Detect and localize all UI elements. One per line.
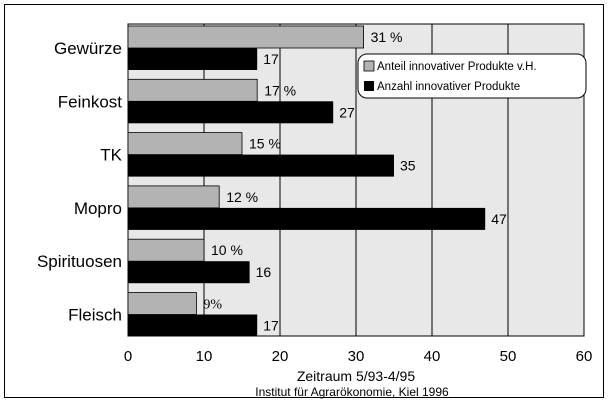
bar-count (128, 207, 486, 230)
x-tick-label: 50 (500, 348, 517, 365)
data-label-share: 9% (203, 298, 222, 313)
legend-swatch-share (363, 60, 375, 72)
bar-count (128, 101, 334, 124)
bar-count (128, 314, 258, 337)
data-label-share: 12 % (226, 189, 258, 205)
source-note: Institut für Agrarökonomie, Kiel 1996 (255, 385, 449, 399)
legend-box (357, 53, 587, 99)
data-label-count: 47 (491, 211, 507, 227)
bar-share (127, 185, 220, 209)
data-label-count: 17 (263, 51, 279, 67)
category-label: Spirituosen (37, 252, 122, 271)
x-tick-label: 20 (272, 348, 289, 365)
data-label-share: 17 % (264, 82, 296, 98)
bar-share (127, 292, 197, 315)
bar-count (128, 261, 250, 284)
bar-count (128, 48, 258, 70)
category-labels: Gewürze Feinkost TK Mopro Spirituosen Fleisch (37, 39, 123, 325)
legend-swatch-count (364, 81, 374, 91)
data-label-count: 17 (263, 318, 279, 334)
x-axis-label: Zeitraum 5/93-4/95 (297, 368, 415, 384)
data-label-count: 27 (339, 104, 355, 120)
bar-share (127, 25, 365, 49)
data-label-count: 16 (256, 264, 272, 280)
x-tick-label: 0 (124, 348, 132, 365)
data-label-share: 15 % (249, 136, 281, 152)
bar-count (128, 154, 394, 177)
category-label: Mopro (74, 199, 122, 218)
x-tick-label: 40 (424, 348, 441, 365)
category-label: Gewürze (54, 39, 122, 58)
chart-frame (4, 4, 604, 398)
bar-share (127, 132, 243, 156)
x-tick-label: 30 (348, 348, 365, 365)
category-label: TK (100, 146, 122, 165)
category-label: Feinkost (58, 92, 123, 111)
bar-share (127, 238, 205, 262)
legend: Anteil innovativer Produkte v.H. Anzahl … (357, 53, 587, 99)
bar-share (127, 78, 258, 102)
legend-label-share: Anteil innovativer Produkte v.H. (377, 61, 537, 73)
x-tick-label: 10 (196, 348, 213, 365)
legend-label-count: Anzahl innovativer Produkte (377, 81, 520, 93)
x-tick-label: 60 (576, 348, 593, 365)
data-label-count: 35 (400, 158, 416, 174)
data-label-share: 10 % (211, 242, 243, 258)
x-tick-labels: 0 10 20 30 40 50 60 (124, 348, 593, 365)
bars-group: 31 % 17 17 % 27 15 % 35 12 % 47 10 % 16 9% 17 (127, 25, 507, 337)
data-label-share: 31 % (371, 29, 403, 45)
category-label: Fleisch (68, 306, 122, 325)
